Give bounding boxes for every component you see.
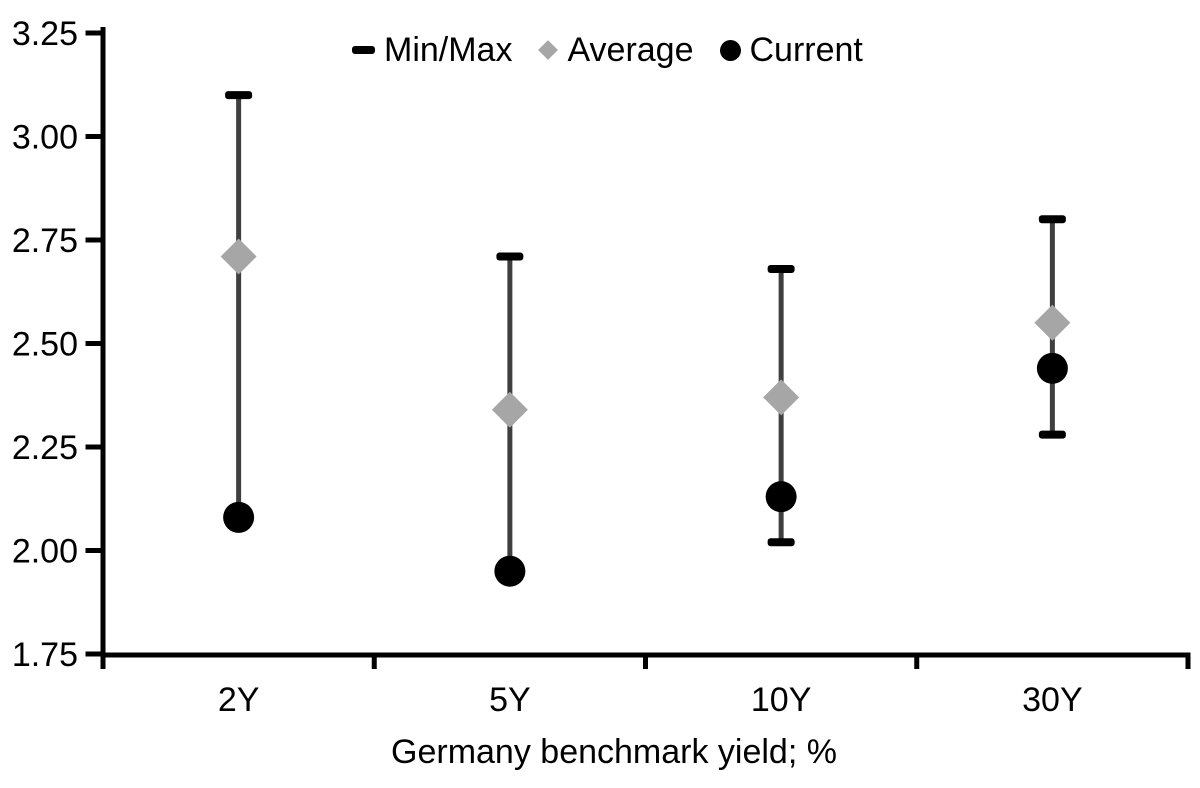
y-tick-label: 2.00 — [12, 533, 78, 571]
x-tick — [100, 653, 106, 669]
average-marker — [491, 391, 528, 428]
average-marker — [1034, 304, 1071, 341]
y-tick — [85, 548, 101, 553]
legend-item-minmax: Min/Max — [352, 33, 512, 67]
y-tick — [85, 341, 101, 346]
legend-item-current: Current — [719, 31, 863, 69]
x-tick — [1185, 653, 1191, 669]
y-axis-line — [100, 27, 106, 658]
y-tick-label: 2.75 — [12, 222, 78, 260]
current-marker — [765, 481, 797, 513]
max-cap — [1038, 215, 1066, 224]
current-marker — [1036, 352, 1068, 384]
x-tick — [643, 653, 648, 669]
legend: Min/Max Average Current — [352, 30, 863, 70]
x-category-label: 30Y — [1022, 681, 1083, 719]
max-cap — [496, 252, 524, 261]
x-tick — [371, 653, 377, 669]
y-tick-label: 3.00 — [12, 119, 78, 157]
y-tick-label: 1.75 — [12, 636, 78, 674]
current-circle-icon — [719, 39, 741, 61]
y-tick-label: 2.50 — [12, 326, 78, 364]
minmax-dash-icon — [352, 46, 375, 54]
current-marker — [494, 555, 526, 587]
average-marker — [220, 238, 257, 275]
y-tick — [85, 134, 101, 139]
legend-label-current: Current — [749, 31, 863, 69]
x-category-label: 10Y — [751, 681, 812, 719]
average-marker — [763, 379, 800, 416]
min-cap — [1038, 430, 1066, 439]
max-cap — [767, 264, 795, 273]
y-tick — [85, 30, 101, 36]
y-tick — [85, 444, 101, 450]
x-tick — [914, 653, 920, 669]
legend-label-average: Average — [567, 31, 694, 69]
legend-item-average: Average — [538, 31, 694, 69]
y-tick-label: 3.25 — [12, 15, 78, 53]
legend-label-minmax: Min/Max — [384, 31, 513, 69]
max-cap — [225, 91, 253, 100]
y-tick — [85, 237, 101, 243]
average-diamond-icon — [538, 40, 559, 60]
x-category-label: 5Y — [489, 681, 531, 719]
x-category-label: 2Y — [218, 681, 260, 719]
current-marker — [223, 501, 255, 533]
y-tick-label: 2.25 — [12, 429, 78, 467]
y-tick — [85, 651, 101, 657]
x-axis-title: Germany benchmark yield; % — [391, 733, 837, 771]
min-cap — [767, 538, 795, 547]
